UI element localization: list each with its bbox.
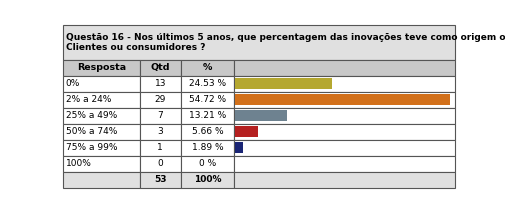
Text: Qtd: Qtd [150,63,170,72]
Bar [139,92,181,108]
Text: Questão 16 - Nos últimos 5 anos, que percentagem das inovações teve como origem : Questão 16 - Nos últimos 5 anos, que per… [66,33,505,52]
Bar [63,172,139,188]
Text: 3: 3 [157,127,163,136]
Text: 7: 7 [157,111,163,120]
Text: 2% a 24%: 2% a 24% [66,95,111,104]
Bar [63,92,139,108]
Text: 25% a 49%: 25% a 49% [66,111,117,120]
Bar [233,156,454,172]
Bar [181,172,233,188]
Bar [63,124,139,140]
Bar [63,108,139,124]
Bar [235,110,287,121]
Bar [63,76,139,92]
Text: 0 %: 0 % [198,159,216,168]
Bar [181,60,233,76]
Bar [233,140,454,156]
Bar [139,124,181,140]
Bar [139,76,181,92]
Bar [63,156,139,172]
Bar [139,108,181,124]
Text: 1: 1 [157,143,163,152]
Bar [181,92,233,108]
Text: 53: 53 [154,175,166,184]
Bar [139,60,181,76]
Bar [233,108,454,124]
Text: 50% a 74%: 50% a 74% [66,127,117,136]
Bar [235,94,449,105]
Text: 13: 13 [154,79,166,88]
Bar [233,172,454,188]
Bar [139,140,181,156]
Text: 29: 29 [155,95,166,104]
Text: 0%: 0% [66,79,80,88]
Bar [181,108,233,124]
Bar [63,60,139,76]
Bar [235,142,242,153]
Bar [139,156,181,172]
Bar [181,156,233,172]
Bar [139,172,181,188]
Bar [235,126,257,137]
Text: Resposta: Resposta [77,63,126,72]
Text: %: % [203,63,212,72]
Bar [233,60,454,76]
Text: 1.89 %: 1.89 % [191,143,223,152]
Text: 75% a 99%: 75% a 99% [66,143,117,152]
Text: 100%: 100% [193,175,221,184]
Bar [233,76,454,92]
Text: 5.66 %: 5.66 % [191,127,223,136]
Text: 0: 0 [157,159,163,168]
Bar [233,124,454,140]
Text: 54.72 %: 54.72 % [188,95,225,104]
Bar [63,140,139,156]
Bar [181,140,233,156]
Text: 24.53 %: 24.53 % [188,79,225,88]
Text: 13.21 %: 13.21 % [188,111,226,120]
Bar [181,76,233,92]
Bar [181,124,233,140]
Bar [233,92,454,108]
Bar [63,25,454,60]
Bar [235,78,331,89]
Text: 100%: 100% [66,159,91,168]
